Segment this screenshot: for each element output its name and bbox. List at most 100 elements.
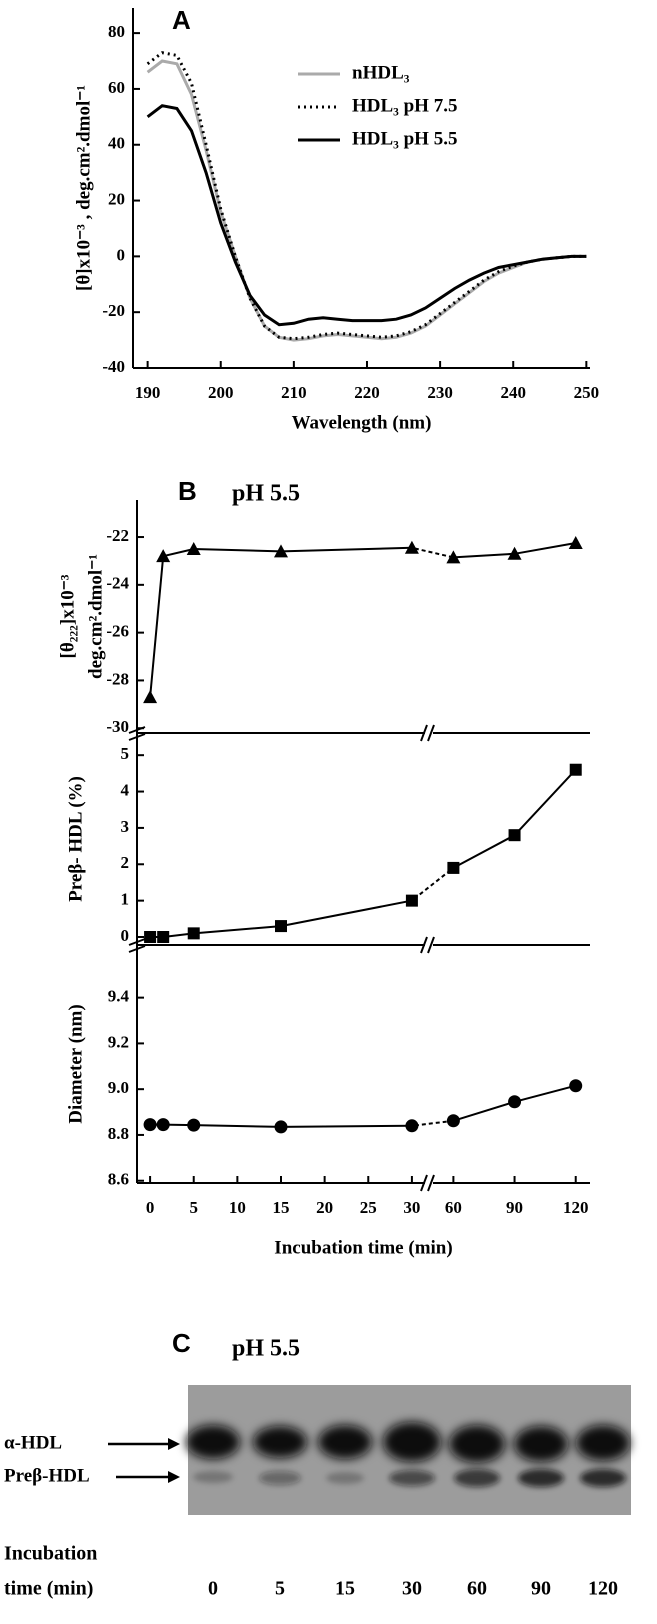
lane-label: 30: [402, 1578, 422, 1600]
line: [146, 104, 587, 327]
y-tick-label: 20: [108, 189, 125, 208]
y-tick-label: 9.2: [108, 1032, 129, 1051]
y-tick-label: 2: [121, 853, 130, 872]
axis-break: [427, 1174, 435, 1192]
marker: [275, 920, 287, 933]
marker: [156, 1118, 170, 1132]
marker: [405, 894, 418, 907]
arrow: [108, 1438, 180, 1483]
x-tick-label: 240: [500, 383, 526, 402]
y-axis-title: Diameter (nm): [65, 1004, 86, 1123]
axis-break: [420, 936, 435, 954]
y-tick-label: 9.0: [108, 1078, 129, 1097]
marker: [447, 861, 460, 874]
y-tick-label: -30: [106, 717, 129, 736]
panel-label: B: [178, 476, 197, 506]
y-tick-label: 9.4: [108, 987, 130, 1006]
y-tick-label: 4: [121, 780, 130, 799]
x-tick-label: 60: [445, 1198, 462, 1217]
lane-label: 60: [467, 1578, 487, 1600]
x-tick-label: 10: [229, 1198, 246, 1217]
chart-title: pH 5.5: [232, 481, 300, 507]
x-tick-label: 15: [273, 1198, 290, 1217]
legend-label: HDL₃ pH 7.5: [352, 95, 457, 116]
x-tick-label: 90: [506, 1198, 523, 1217]
y-tick-label: 60: [108, 78, 125, 97]
y-tick-label: 0: [121, 926, 130, 945]
x-tick-label: 25: [360, 1198, 377, 1217]
lane-label: 5: [275, 1578, 285, 1600]
line: [146, 51, 587, 341]
axis-break: [420, 936, 428, 954]
line: [149, 542, 576, 698]
x-tick-label: 30: [403, 1198, 420, 1217]
y-axis-title: deg.cm².dmol⁻¹: [85, 554, 106, 679]
band-label: α-HDL: [4, 1432, 62, 1453]
x-tick-label: 5: [189, 1198, 198, 1217]
row-label: Incubation: [4, 1543, 97, 1565]
x-tick-label: 250: [574, 383, 600, 402]
lane-label: 0: [208, 1578, 218, 1600]
y-tick-label: -22: [106, 526, 129, 545]
x-tick-label: 230: [427, 383, 453, 402]
marker: [143, 690, 158, 704]
y-tick-label: -20: [102, 301, 125, 320]
y-tick-label: 8.8: [108, 1124, 129, 1143]
marker: [274, 1120, 288, 1134]
marker: [274, 544, 288, 558]
marker: [187, 1118, 201, 1132]
panel-label: A: [172, 5, 191, 35]
x-axis-title: Incubation time (min): [274, 1237, 452, 1258]
axis-break: [128, 726, 146, 734]
axis-break: [420, 1174, 435, 1192]
x-axis-title: Wavelength (nm): [292, 412, 432, 433]
x-tick-label: 210: [281, 383, 307, 402]
legend-label: nHDL₃: [352, 62, 410, 83]
marker: [156, 549, 171, 563]
y-tick-label: -40: [102, 357, 125, 376]
marker: [157, 931, 170, 943]
marker: [404, 540, 419, 554]
x-tick-label: 200: [208, 383, 234, 402]
y-tick-label: 8.6: [108, 1170, 129, 1189]
y-axis-title: Preβ- HDL (%): [65, 776, 86, 902]
axis-break: [128, 945, 146, 953]
axis-break: [420, 724, 435, 742]
axis-break: [420, 1174, 428, 1192]
marker: [144, 931, 157, 943]
y-tick-label: 3: [121, 817, 130, 836]
legend-label: HDL₃ pH 5.5: [352, 128, 457, 149]
axis-break: [128, 733, 146, 741]
gel-title: pH 5.5: [232, 1336, 300, 1362]
marker: [508, 829, 521, 842]
axis-break: [427, 724, 435, 742]
x-tick-label: 120: [563, 1198, 589, 1217]
marker: [446, 550, 461, 564]
x-tick-label: 220: [354, 383, 380, 402]
y-tick-label: -28: [106, 669, 129, 688]
marker: [508, 1095, 522, 1109]
y-tick-label: 40: [108, 134, 125, 153]
lane-label: 90: [531, 1578, 551, 1600]
marker: [143, 1118, 157, 1132]
y-tick-label: -24: [106, 574, 129, 593]
lane-label: 120: [588, 1578, 618, 1600]
marker: [186, 541, 201, 555]
y-tick-label: 1: [121, 890, 130, 909]
marker: [405, 1119, 419, 1133]
marker: [507, 546, 522, 560]
y-tick-label: -26: [106, 622, 129, 641]
gel-image: [186, 1385, 631, 1515]
axis-break: [427, 936, 435, 954]
marker: [569, 1079, 583, 1093]
marker: [446, 1114, 460, 1128]
marker: [187, 927, 200, 940]
marker: [569, 763, 582, 776]
y-tick-label: 0: [117, 245, 126, 264]
lane-label: 15: [335, 1578, 355, 1600]
row-label: time (min): [4, 1578, 93, 1600]
x-tick-label: 190: [135, 383, 161, 402]
marker: [568, 536, 583, 550]
